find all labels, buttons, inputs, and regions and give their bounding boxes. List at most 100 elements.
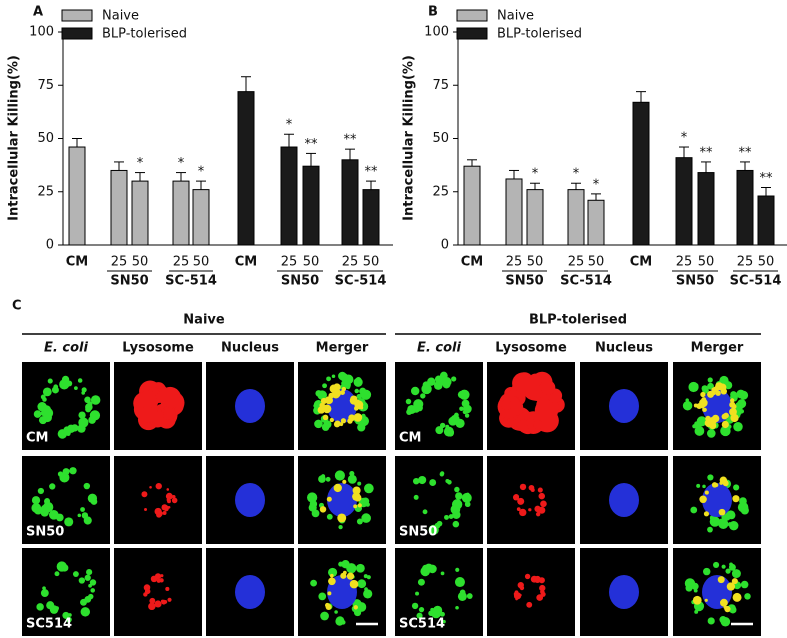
bar [280,146,298,246]
blob [434,375,443,384]
blob [136,402,158,423]
blob [337,513,347,523]
y-tick-label: 25 [432,184,449,199]
blob [85,403,93,411]
x-tick-label: 50 [698,255,715,270]
column-title: Lysosome [495,341,567,356]
blob [364,587,368,591]
blob [540,380,556,395]
blob [517,497,525,505]
blob [83,516,92,525]
blob [57,429,68,439]
image-bg [487,548,575,636]
y-tick-label: 50 [432,131,449,146]
blob [718,518,727,527]
x-tick-label: 50 [193,255,210,270]
micrograph [206,456,294,544]
x-tick-label: 50 [132,255,149,270]
blob [81,600,87,606]
blob [434,381,443,390]
significance: * [681,131,688,146]
blob [713,386,719,393]
bar [68,146,86,246]
blob [340,418,347,424]
nucleus [235,389,265,423]
micrograph [206,362,294,450]
blob [353,605,358,610]
blob [320,406,326,412]
blob [739,409,745,414]
blob [341,386,347,392]
blob [722,480,729,487]
blob [707,429,716,438]
nucleus [609,389,639,423]
blob [415,591,420,596]
blob [516,507,521,511]
micrograph: SN50 [22,456,110,544]
bar [131,180,149,246]
blob [329,417,335,423]
blob [78,577,86,584]
blob [310,579,317,587]
blob [501,399,512,411]
row-label: SC514 [399,617,445,632]
blob [165,586,170,592]
blob [163,506,169,512]
blob [540,500,547,508]
blob [736,389,746,399]
blob [693,588,698,593]
blob [149,485,152,489]
blob [530,575,538,583]
blob [86,568,93,576]
blob [49,483,56,490]
blob [442,619,446,624]
blob [447,479,452,485]
column-title: Merger [316,341,369,356]
blob [69,467,77,475]
blob [729,398,735,403]
blob [682,400,693,411]
blob [62,468,70,476]
blob [42,405,52,415]
x-tick-label: CM [235,255,257,270]
y-tick-label: 75 [432,78,449,93]
blob [42,586,46,590]
blob [84,574,91,581]
group-label: SN50 [281,274,319,289]
blob [314,419,323,429]
blob [157,510,163,517]
blob [38,416,47,425]
x-tick-label: 50 [758,255,775,270]
blob [728,563,736,571]
blob [519,483,527,491]
x-tick-label: 25 [342,255,359,270]
blob [64,517,74,527]
blob [702,484,706,489]
blob [717,576,725,584]
blob [347,418,353,424]
blob [319,506,327,513]
blob [42,397,47,402]
blob [163,407,176,420]
blob [363,483,374,494]
x-tick-label: 50 [363,255,380,270]
blob [80,607,91,617]
blob [54,571,60,577]
blob [412,477,420,485]
nucleus [702,483,732,517]
blob [83,482,91,490]
blob [721,429,727,435]
blob [349,471,355,477]
blob [731,578,738,585]
group-label: SN50 [110,274,148,289]
blob [690,506,698,514]
blob [707,382,714,390]
micrograph [487,548,575,636]
blob [353,377,363,387]
blob [515,495,519,499]
legend-label: BLP-tolerised [497,27,582,42]
blob [350,395,358,403]
x-tick-label: 25 [506,255,523,270]
blob [357,579,367,589]
nucleus [235,575,265,609]
